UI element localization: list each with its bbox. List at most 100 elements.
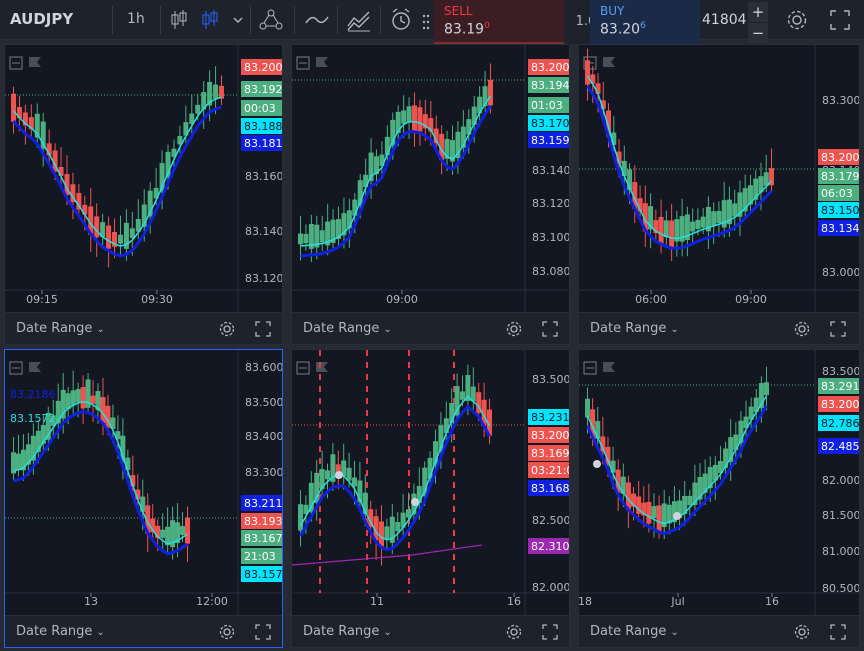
- date-range-button[interactable]: Date Range ⌄: [303, 624, 392, 639]
- settings-gear-icon[interactable]: [218, 623, 236, 641]
- slow-moving-average-line: [586, 405, 768, 536]
- interval-button[interactable]: 1h: [127, 11, 145, 27]
- sell-price-sup: 0: [484, 21, 490, 31]
- time-tick-label: 16: [507, 595, 521, 608]
- indicators-icon[interactable]: [345, 6, 373, 34]
- fullscreen-icon[interactable]: [254, 623, 272, 641]
- compare-icon[interactable]: [257, 6, 285, 34]
- candle-body: [147, 190, 153, 217]
- fullscreen-icon[interactable]: [829, 320, 847, 338]
- candle-body: [110, 417, 116, 429]
- candle-body: [438, 425, 444, 452]
- flag-icon: [29, 362, 41, 372]
- sell-button[interactable]: SELL 83.190: [434, 0, 564, 44]
- drag-grip-icon[interactable]: [422, 13, 430, 31]
- chart-canvas[interactable]: 83.160 83.140 83.120 09:15 09:30 83.200 83.192…: [5, 45, 283, 314]
- signal-marker: [411, 498, 419, 506]
- date-range-button[interactable]: Date Range ⌄: [590, 321, 679, 336]
- price-tag-label: 83.157: [244, 568, 283, 581]
- panel-footer: Date Range ⌄: [579, 615, 859, 647]
- chart-panel-3[interactable]: 83.30083.14083.00006:0009:0083.20083.179…: [578, 44, 860, 345]
- chart-canvas[interactable]: 83.30083.14083.00006:0009:0083.20083.179…: [579, 45, 860, 314]
- candle-body: [213, 84, 219, 99]
- candle-body: [605, 446, 611, 466]
- settings-gear-icon[interactable]: [505, 623, 523, 641]
- fullscreen-icon[interactable]: [254, 320, 272, 338]
- candle-body: [117, 234, 123, 244]
- candle-body: [616, 151, 622, 164]
- candle-body: [482, 86, 488, 107]
- candle-body: [702, 473, 708, 493]
- candle-body: [711, 211, 717, 226]
- candle-body: [308, 482, 314, 513]
- chart-panel-4[interactable]: 83.600 83.500 83.400 83.300 13 12:00 83.211 83.…: [4, 349, 283, 648]
- settings-gear-icon[interactable]: [793, 320, 811, 338]
- date-range-button[interactable]: Date Range ⌄: [16, 321, 105, 336]
- date-range-label: Date Range: [590, 321, 667, 336]
- price-tag: [528, 97, 569, 113]
- candle-body: [50, 415, 56, 426]
- price-tag: [241, 59, 282, 75]
- candle-body: [705, 206, 711, 232]
- date-range-button[interactable]: Date Range ⌄: [303, 321, 392, 336]
- price-tag: [818, 438, 859, 454]
- quantity-decrease-button[interactable]: −: [748, 23, 768, 43]
- candle-body: [379, 154, 385, 166]
- candle-body: [341, 460, 347, 477]
- candle-body: [88, 206, 94, 235]
- buy-button[interactable]: BUY 83.206: [590, 0, 700, 44]
- settings-gear-icon[interactable]: [505, 320, 523, 338]
- price-tag: [528, 77, 569, 93]
- ma-legend-value: 83.1572: [10, 412, 56, 425]
- indicator-line-icon[interactable]: [303, 6, 331, 34]
- fullscreen-icon[interactable]: [829, 623, 847, 641]
- chevron-down-icon[interactable]: [231, 6, 245, 34]
- toolbar-divider: [294, 6, 295, 34]
- candle-body: [15, 453, 21, 471]
- price-tag: [528, 132, 569, 148]
- price-tag: [528, 462, 569, 478]
- quantity-field[interactable]: 41804: [702, 12, 747, 28]
- candle-body: [336, 219, 341, 239]
- symbol-search-button[interactable]: AUDJPY: [10, 10, 74, 28]
- fullscreen-icon[interactable]: [541, 623, 559, 641]
- price-tag-label: 83.169: [531, 447, 570, 460]
- price-tag-label: 83.168: [531, 482, 570, 495]
- chart-canvas[interactable]: 83.50083.00082.50082.000111683.23183.200…: [292, 350, 570, 617]
- settings-gear-icon[interactable]: [218, 320, 236, 338]
- price-tag: [241, 81, 282, 97]
- price-tag-label: 83.200: [531, 429, 570, 442]
- chart-panel-5[interactable]: 83.50083.00082.50082.000111683.23183.200…: [291, 349, 570, 648]
- date-range-label: Date Range: [303, 624, 380, 639]
- fullscreen-icon[interactable]: [541, 320, 559, 338]
- candle-body: [585, 398, 590, 418]
- minimize-icon: [296, 361, 310, 375]
- candles-icon[interactable]: [168, 6, 190, 34]
- chevron-down-icon: ⌄: [96, 324, 105, 335]
- candle-body: [165, 151, 171, 178]
- chart-panel-1[interactable]: 83.160 83.140 83.120 09:15 09:30 83.200 83.192…: [4, 44, 283, 345]
- price-tag: [241, 118, 282, 134]
- candle-body: [610, 460, 616, 473]
- price-tick-label: 83.500: [822, 365, 860, 378]
- candle-body: [125, 457, 131, 471]
- quantity-increase-button[interactable]: +: [748, 2, 768, 22]
- minimize-icon: [9, 361, 23, 375]
- alert-clock-icon[interactable]: [388, 6, 416, 34]
- fullscreen-icon[interactable]: [828, 8, 852, 32]
- chart-canvas[interactable]: 83.500 82.000 81.500 81.000 80.500 18 Jul 16 83.…: [579, 350, 860, 617]
- settings-gear-icon[interactable]: [793, 623, 811, 641]
- panel-footer: Date Range ⌄: [292, 615, 569, 647]
- sell-label: SELL: [444, 4, 473, 18]
- candle-body: [76, 192, 82, 210]
- candle-body: [395, 522, 401, 532]
- bar-style-icon[interactable]: [199, 6, 221, 34]
- chart-canvas[interactable]: 83.140 83.120 83.100 83.080 09:00 83.200 83.19…: [292, 45, 570, 314]
- slow-moving-average-line: [586, 85, 773, 251]
- date-range-button[interactable]: Date Range ⌄: [16, 624, 105, 639]
- settings-gear-icon[interactable]: [785, 8, 809, 32]
- chart-panel-2[interactable]: 83.140 83.120 83.100 83.080 09:00 83.200 83.19…: [291, 44, 570, 345]
- chart-canvas[interactable]: 83.600 83.500 83.400 83.300 13 12:00 83.211 83.…: [5, 350, 283, 617]
- chart-panel-6[interactable]: 83.500 82.000 81.500 81.000 80.500 18 Jul 16 83.…: [578, 349, 860, 648]
- date-range-button[interactable]: Date Range ⌄: [590, 624, 679, 639]
